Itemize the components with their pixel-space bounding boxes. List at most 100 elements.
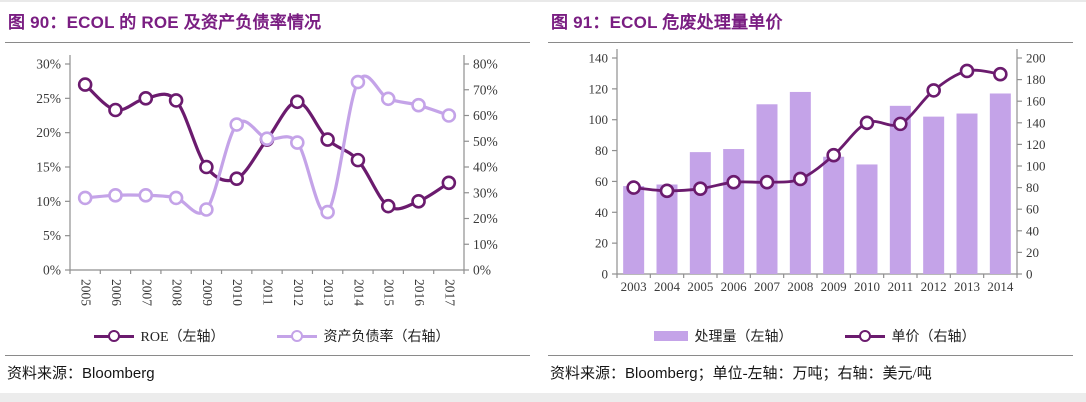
x-axis-tick-label: 2014 [351,279,366,306]
x-axis-tick-label: 2007 [754,279,781,294]
right-axis-tick-label: 0 [1026,267,1033,282]
left-axis-tick-label: 5% [43,228,61,243]
right-axis-tick-label: 80 [1026,180,1039,195]
figure-91-legend: 处理量（左轴） 单价（右轴） [543,325,1086,347]
bar [623,186,645,274]
data-point-marker [826,147,841,163]
right-axis-tick-label: 180 [1026,72,1046,87]
x-axis-tick-label: 2013 [321,279,336,306]
figure-90-legend: ROE（左轴） 资产负债率（右轴） [0,325,543,347]
right-axis-tick-label: 100 [1026,159,1046,174]
right-axis-tick-label: 80% [473,57,498,72]
page-top-border [0,0,1086,2]
left-axis-tick-label: 15% [36,160,61,175]
data-point-marker [441,175,457,191]
left-axis-tick-label: 0 [602,267,609,282]
legend-label: 处理量（左轴） [694,330,793,345]
axes: 0% 5% 10% 15% 20% 25% 30% 0% 10% 20% 30% 40% 50% 60% 7… [36,55,498,306]
bar [856,164,878,274]
data-point-marker [320,204,335,220]
left-axis-tick-label: 30% [36,57,61,72]
x-axis-tick-label: 2013 [954,279,980,294]
legend-item: 单价（右轴） [844,326,976,346]
legend-label: 资产负债率（右轴） [323,330,450,345]
x-axis-tick-label: 2009 [821,279,847,294]
x-axis-tick-label: 2014 [987,279,1014,294]
bar [823,156,845,274]
left-axis-tick-label: 100 [589,112,609,127]
legend-line-swatch [844,330,885,342]
series-0 [77,77,457,214]
left-axis-tick-label: 20% [36,125,61,140]
right-axis-tick-label: 70% [473,82,498,97]
data-point-marker [993,66,1008,82]
right-axis-tick-label: 160 [1026,94,1046,109]
figure-90-title-divider [5,42,530,43]
legend-item: ROE（左轴） [93,326,225,346]
figure-91-source-divider [548,355,1073,356]
x-axis-tick-label: 2010 [854,279,880,294]
bar [723,149,745,274]
source-label: 资料来源： [7,366,83,382]
data-point-marker [168,190,184,206]
data-point-marker [350,152,366,168]
figure-panels: 图 90：ECOL 的 ROE 及资产负债率情况 0% 5% 10% 15% 20% 25… [0,2,1086,383]
data-point-marker [626,180,641,195]
data-point-marker [290,135,305,150]
right-axis-tick-label: 40 [1026,223,1039,238]
data-point-marker [229,117,244,132]
page-bottom-border [0,393,1086,402]
data-point-marker [726,174,741,190]
x-axis-tick-label: 2008 [787,279,813,294]
legend-item: 资产负债率（右轴） [276,326,450,346]
x-axis-tick-label: 2012 [921,279,947,294]
x-axis-tick-label: 2009 [200,279,215,306]
data-point-marker [411,97,426,113]
bar [689,152,711,274]
x-axis-tick-label: 2011 [261,279,276,306]
legend-line-swatch [93,330,134,342]
legend-label: ROE（左轴） [140,330,225,345]
right-axis-tick-label: 50% [473,134,498,149]
data-point-marker [138,188,154,203]
x-axis-tick-label: 2005 [79,279,94,306]
data-point-marker [77,77,93,92]
figure-90-source-divider [5,355,530,356]
left-axis-tick-label: 10% [36,194,61,209]
data-point-marker [108,188,123,203]
right-axis-tick-label: 120 [1026,137,1046,152]
data-point-marker [793,171,808,187]
data-point-marker [229,171,244,186]
x-axis-tick-label: 2008 [170,279,185,306]
data-point-marker [199,159,214,175]
right-axis-tick-label: 200 [1026,51,1046,66]
series-0 [623,91,1011,275]
bar [956,113,978,275]
data-point-marker [926,83,941,98]
data-point-marker [759,174,775,190]
legend-marker-icon [858,330,871,342]
x-axis-tick-label: 2010 [230,279,245,306]
source-name: Bloomberg [82,365,155,382]
source-units: ；单位-左轴：万吨；右轴：美元/吨 [697,366,932,382]
legend-marker-icon [107,330,120,342]
left-axis-tick-label: 80 [595,143,608,158]
data-point-marker [168,93,184,108]
figure-90-source: 资料来源：Bloomberg [0,356,543,383]
right-axis-tick-label: 60 [1026,202,1039,217]
figure-91-title: 图 91：ECOL 危废处理量单价 [551,13,783,32]
data-point-marker [350,74,366,90]
legend-item: 处理量（左轴） [653,326,793,346]
bar [989,93,1011,274]
source-label: 资料来源： [550,366,626,382]
x-axis-tick-label: 2017 [442,279,457,306]
line [632,68,1002,193]
data-point-marker [893,116,908,132]
x-axis-tick-label: 2016 [412,279,427,306]
bar [656,184,678,274]
left-axis-tick-label: 120 [589,81,609,96]
data-point-marker [199,202,214,217]
series-1 [626,63,1008,199]
data-point-marker [693,181,708,196]
right-axis-tick-label: 30% [473,185,498,200]
